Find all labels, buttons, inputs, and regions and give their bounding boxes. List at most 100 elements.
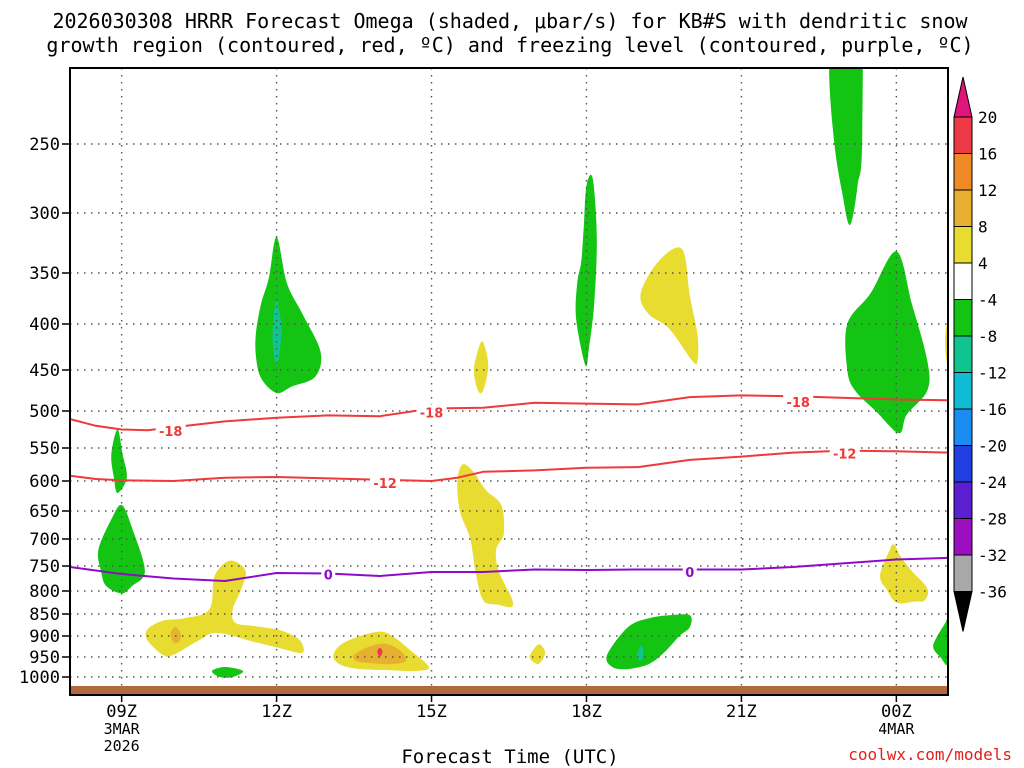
colorbar-bottom-arrow — [953, 591, 973, 632]
y-tick-label-1000: 1000 — [19, 668, 60, 688]
colorbar-label-11: -28 — [978, 510, 1007, 529]
colorbar-bin-12 — [953, 554, 973, 592]
omega-region-downward-yellow-17z — [529, 644, 546, 665]
omega-region-downward-yellow-15z — [457, 464, 514, 608]
colorbar-bin-0 — [953, 116, 973, 154]
omega-region-downward-red-14z — [377, 647, 383, 657]
y-tick-label-700: 700 — [29, 530, 60, 550]
source-credit: coolwx.com/models — [848, 745, 1012, 764]
x-tick-label-15-0: 15Z — [416, 702, 447, 722]
colorbar-label-6: -8 — [978, 327, 997, 346]
x-tick-label-21-0: 21Z — [726, 702, 757, 722]
plot-area: -18 -18 -18 -12 -12 0 0 — [69, 67, 949, 696]
omega-region-upward-green-12z — [255, 236, 322, 394]
colorbar-bin-4 — [953, 262, 973, 300]
colorbar-bin-3 — [953, 226, 973, 264]
omega-region-upward-cyan-19z — [637, 645, 644, 662]
x-tick-label-9-0: 09Z — [106, 702, 137, 722]
contour-label-bg-dendritic-minus18-1 — [416, 404, 447, 420]
contour-label-freezing-level-0: 0 — [324, 569, 333, 584]
contour-label-dendritic-minus18-1: -18 — [420, 406, 444, 421]
colorbar-bin-11 — [953, 518, 973, 556]
omega-region-upward-green-09z-lower — [97, 504, 145, 594]
omega-region-upward-green-19z — [606, 614, 692, 670]
omega-region-upward-green-18z — [575, 174, 597, 367]
y-tick-label-500: 500 — [29, 402, 60, 422]
colorbar-label-1: 16 — [978, 145, 997, 164]
colorbar-label-9: -20 — [978, 437, 1007, 456]
y-tick-label-900: 900 — [29, 627, 60, 647]
omega-region-upward-green-23z — [845, 251, 930, 434]
contour-label-dendritic-minus12-0: -12 — [373, 477, 397, 492]
omega-region-upward-green-11z — [211, 667, 244, 678]
colorbar-label-2: 12 — [978, 181, 997, 200]
colorbar-label-12: -32 — [978, 546, 1007, 565]
colorbar-label-3: 8 — [978, 218, 988, 237]
contour-dendritic-minus12 — [70, 449, 948, 482]
y-tick-label-650: 650 — [29, 502, 60, 522]
ground-surface — [70, 686, 948, 695]
plot-border — [69, 67, 949, 696]
y-tick-label-950: 950 — [29, 648, 60, 668]
omega-region-downward-yellow-20z — [640, 247, 699, 365]
contour-freezing-level — [70, 556, 948, 582]
omega-shaded-regions — [97, 68, 948, 678]
colorbar-bin-7 — [953, 372, 973, 410]
temperature-contours: -18 -18 -18 -12 -12 0 0 — [70, 393, 948, 584]
x-tick-label-12-0: 12Z — [261, 702, 292, 722]
contour-label-bg-freezing-level-0 — [321, 566, 336, 582]
omega-region-downward-orange-10z — [170, 627, 182, 644]
colorbar-bin-10 — [953, 481, 973, 519]
contour-label-bg-dendritic-minus18-0 — [155, 422, 186, 438]
contour-label-dendritic-minus18-2: -18 — [786, 396, 810, 411]
y-tick-label-800: 800 — [29, 582, 60, 602]
colorbar-label-0: 20 — [978, 108, 997, 127]
x-tick-label-18-0: 18Z — [571, 702, 602, 722]
x-tick-label-9-1: 3MAR — [104, 720, 141, 738]
omega-region-upward-green-09z-upper — [111, 429, 127, 493]
colorbar-bin-6 — [953, 335, 973, 373]
omega-region-upward-green-edge — [933, 615, 948, 666]
x-axis-label: Forecast Time (UTC) — [401, 746, 618, 768]
contour-label-freezing-level-1: 0 — [685, 566, 694, 581]
contour-label-dendritic-minus18-0: -18 — [159, 425, 183, 440]
colorbar-label-4: 4 — [978, 254, 988, 273]
omega-region-downward-yellow-09z-11z — [145, 560, 304, 657]
colorbar-bin-5 — [953, 299, 973, 337]
x-tick-label-9-2: 2026 — [104, 737, 140, 755]
y-tick-label-850: 850 — [29, 605, 60, 625]
x-tick-label-24-0: 00Z — [881, 702, 912, 722]
omega-region-upward-green-22z — [829, 68, 863, 226]
contour-label-bg-dendritic-minus18-2 — [783, 393, 814, 409]
contour-label-bg-dendritic-minus12-1 — [829, 445, 860, 461]
colorbar-label-8: -16 — [978, 400, 1007, 419]
contour-label-bg-dendritic-minus12-0 — [370, 474, 401, 490]
y-tick-label-450: 450 — [29, 361, 60, 381]
omega-region-downward-yellow-16z — [473, 341, 489, 394]
colorbar-bin-9 — [953, 445, 973, 483]
chart-title-line2: growth region (contoured, red, ºC) and f… — [46, 33, 973, 57]
y-tick-label-600: 600 — [29, 472, 60, 492]
y-tick-label-300: 300 — [29, 204, 60, 224]
colorbar-label-13: -36 — [978, 583, 1007, 602]
y-tick-label-350: 350 — [29, 264, 60, 284]
y-tick-label-550: 550 — [29, 439, 60, 459]
chart-title-line1: 2026030308 HRRR Forecast Omega (shaded, … — [52, 9, 968, 33]
colorbar-top-arrow — [953, 76, 973, 118]
x-tick-label-24-1: 4MAR — [878, 720, 915, 738]
colorbar-label-5: -4 — [978, 291, 997, 310]
y-tick-label-400: 400 — [29, 315, 60, 335]
contour-label-bg-freezing-level-1 — [682, 564, 697, 579]
omega-region-upward-cyan-12z — [272, 298, 282, 366]
colorbar-bin-1 — [953, 153, 973, 191]
colorbar-bin-8 — [953, 408, 973, 446]
pressure-axis: 2503003504004505005506006507007508008509… — [19, 135, 70, 688]
colorbar-bin-2 — [953, 189, 973, 227]
colorbar-label-7: -12 — [978, 364, 1007, 383]
y-tick-label-750: 750 — [29, 557, 60, 577]
omega-colorbar: 20 16 12 8 4 -4 -8 -12 -16 -20 -24 -28 -32 -36 — [953, 76, 1007, 632]
contour-label-dendritic-minus12-1: -12 — [833, 447, 857, 462]
y-tick-label-250: 250 — [29, 135, 60, 155]
